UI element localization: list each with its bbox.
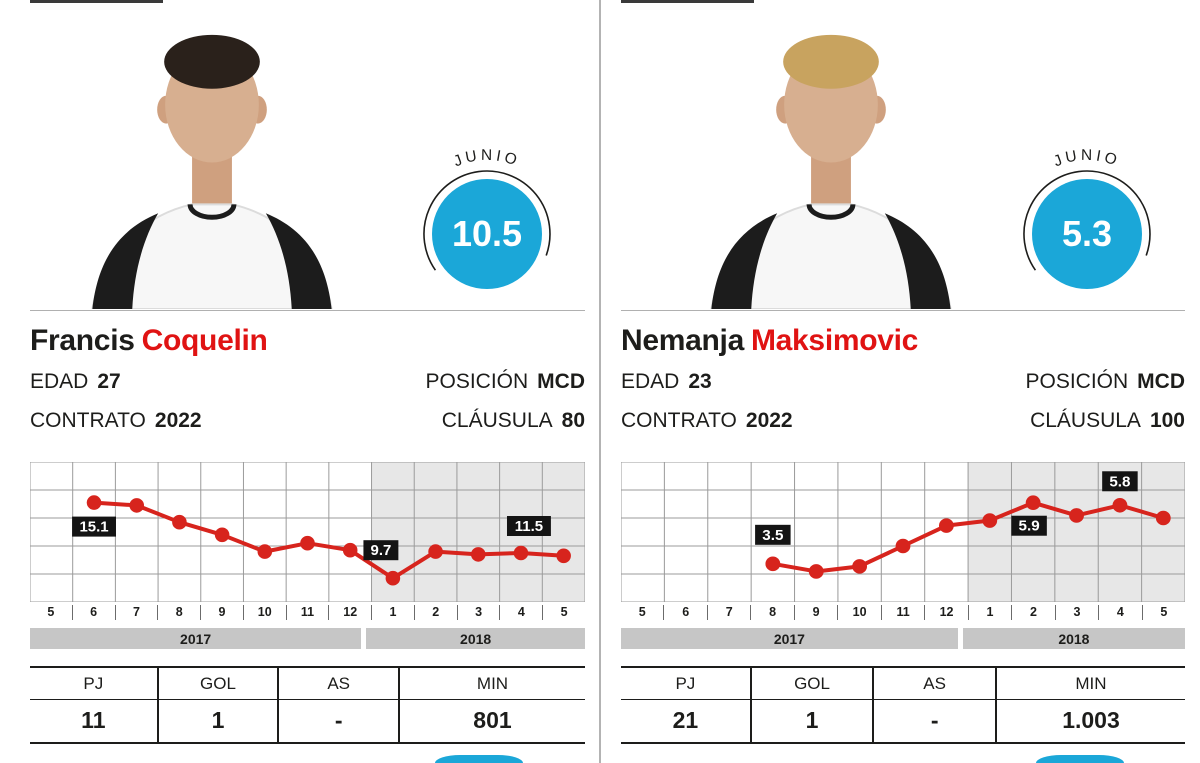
posicion-field: POSICIÓN MCD [425, 370, 585, 393]
stat-header: PJ [30, 668, 157, 700]
x-tick-label: 1 [967, 605, 1011, 620]
player-card-coquelin: JUNIO 10.5 Francis Coquelin EDAD 27 POSICI… [0, 0, 599, 763]
x-tick-label: 2 [413, 605, 457, 620]
hair [164, 34, 260, 89]
x-tick-label: 10 [242, 605, 286, 620]
svg-text:9.7: 9.7 [371, 542, 392, 559]
stat-header: MIN [994, 668, 1185, 700]
player-info: EDAD 27 POSICIÓN MCD CONTRATO 2022 CLÁUSULA… [30, 367, 585, 436]
player-name: Francis Coquelin [30, 324, 585, 358]
x-tick-label: 12 [924, 605, 967, 620]
badge-arc [423, 170, 551, 271]
x-tick-label: 4 [499, 605, 542, 620]
cropped-next-badge-arc [1036, 755, 1124, 763]
x-tick-label: 2 [1011, 605, 1054, 620]
player-name: Nemanja Maksimovic [621, 324, 1185, 358]
last-name: Maksimovic [750, 324, 919, 357]
stat-value: 1 [749, 700, 873, 744]
hair [783, 34, 879, 89]
stat-header: GOL [749, 668, 873, 700]
first-name: Nemanja [621, 324, 744, 357]
first-name: Francis [30, 324, 135, 357]
x-tick-label: 5 [47, 605, 55, 619]
svg-text:15.1: 15.1 [79, 519, 108, 536]
badge-arc [1023, 170, 1151, 271]
x-tick-label: 5 [638, 605, 646, 619]
badge-value: 10.5 [452, 213, 522, 254]
x-tick-label: 10 [837, 605, 880, 620]
top-border-remnant [621, 0, 754, 3]
rating-line-chart: 15.1 9.7 11.5 [30, 462, 585, 602]
x-tick-label: 9 [200, 605, 243, 620]
svg-text:3.5: 3.5 [762, 527, 783, 544]
year-bands: 2017 2018 [30, 628, 585, 649]
x-tick-label: 8 [157, 605, 200, 620]
photo-section: JUNIO 5.3 [621, 0, 1185, 311]
x-tick-label: 11 [285, 605, 329, 620]
svg-text:5.8: 5.8 [1109, 473, 1130, 490]
stat-header: GOL [156, 668, 278, 700]
contrato-field: CONTRATO 2022 [621, 409, 793, 432]
player-card-maksimovic: JUNIO 5.3 Nemanja Maksimovic EDAD 23 POSIC… [599, 0, 1200, 763]
cropped-next-badge-arc [435, 755, 523, 763]
badge-month-label: JUNIO [451, 147, 522, 170]
stat-value: 21 [621, 700, 750, 744]
chart-x-axis: 5 6 7 8 9 10 11 12 1 2 3 4 5 [30, 602, 585, 623]
x-tick-label: 7 [114, 605, 158, 620]
player-photo [91, 34, 333, 309]
svg-text:11.5: 11.5 [515, 518, 543, 535]
stat-header: AS [872, 668, 995, 700]
stat-value: - [872, 700, 995, 744]
x-tick-label: 3 [456, 605, 500, 620]
x-tick-label: 5 [1141, 605, 1185, 620]
stats-table: PJ GOL AS MIN 21 1 - 1.003 [621, 666, 1185, 744]
stat-value: 1.003 [994, 700, 1185, 744]
x-tick-label: 8 [750, 605, 793, 620]
stats-table: PJ GOL AS MIN 11 1 - 801 [30, 666, 585, 744]
year-bands: 2017 2018 [621, 628, 1185, 649]
stat-value: - [277, 700, 398, 744]
chart-x-axis: 5 6 7 8 9 10 11 12 1 2 3 4 5 [621, 602, 1185, 623]
stat-header: AS [277, 668, 398, 700]
x-tick-label: 4 [1098, 605, 1141, 620]
photo-section: JUNIO 10.5 [30, 0, 585, 311]
player-photo [710, 34, 952, 309]
edad-field: EDAD 23 [621, 370, 712, 393]
contrato-field: CONTRATO 2022 [30, 409, 202, 432]
x-tick-label: 3 [1054, 605, 1098, 620]
player-info: EDAD 23 POSICIÓN MCD CONTRATO 2022 CLÁUSULA… [621, 367, 1185, 436]
svg-text:5.9: 5.9 [1019, 518, 1040, 535]
stat-value: 11 [30, 700, 157, 744]
stat-value: 1 [156, 700, 278, 744]
x-tick-label: 12 [328, 605, 371, 620]
year-band: 2017 [30, 628, 362, 649]
x-tick-label: 6 [663, 605, 706, 620]
x-tick-label: 11 [880, 605, 924, 620]
clausula-field: CLÁUSULA 100 [1030, 409, 1185, 432]
stat-header: PJ [621, 668, 750, 700]
badge-month-label: JUNIO [1051, 147, 1122, 170]
badge-value: 5.3 [1062, 213, 1112, 254]
clausula-field: CLÁUSULA 80 [441, 409, 585, 432]
x-tick-label: 9 [793, 605, 837, 620]
year-band: 2017 [621, 628, 958, 649]
x-tick-label: 1 [371, 605, 414, 620]
year-band: 2018 [962, 628, 1185, 649]
x-tick-label: 6 [71, 605, 115, 620]
edad-field: EDAD 27 [30, 370, 121, 393]
stat-header: MIN [397, 668, 585, 700]
posicion-field: POSICIÓN MCD [1025, 370, 1185, 393]
rating-badge: JUNIO 5.3 [1023, 147, 1151, 289]
x-tick-label: 5 [542, 605, 585, 620]
badge-circle [432, 179, 542, 289]
year-band: 2018 [366, 628, 585, 649]
stat-value: 801 [397, 700, 585, 744]
rating-badge: JUNIO 10.5 [423, 147, 551, 289]
rating-line-chart: 3.5 5.9 5.8 [621, 462, 1185, 602]
top-border-remnant [30, 0, 163, 3]
badge-circle [1032, 179, 1142, 289]
last-name: Coquelin [141, 324, 268, 357]
x-tick-label: 7 [706, 605, 750, 620]
